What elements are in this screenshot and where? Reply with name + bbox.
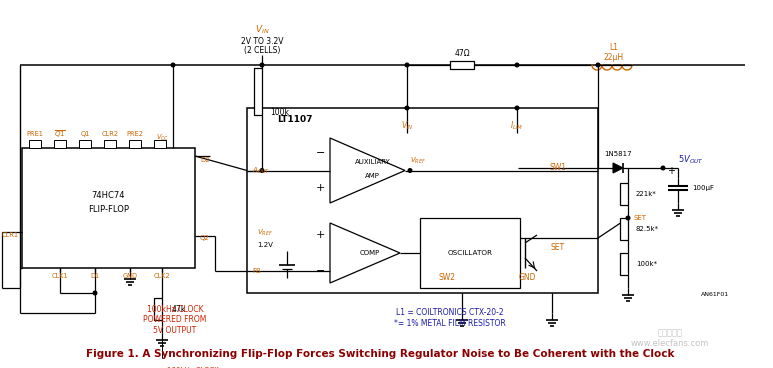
- Text: 74HC74: 74HC74: [92, 191, 125, 199]
- Text: (2 CELLS): (2 CELLS): [243, 46, 280, 56]
- Text: $A_{OUT}$: $A_{OUT}$: [252, 165, 270, 176]
- Bar: [154, 298, 162, 320]
- Text: AN61F01: AN61F01: [701, 293, 729, 297]
- Text: $V_{CC}$: $V_{CC}$: [155, 133, 169, 143]
- Text: CLK2: CLK2: [154, 273, 170, 279]
- Text: SET: SET: [633, 215, 646, 221]
- Text: 1N5817: 1N5817: [604, 151, 632, 157]
- Bar: [29, 140, 41, 148]
- Bar: [620, 218, 628, 240]
- Text: $V_{REF}$: $V_{REF}$: [257, 228, 273, 238]
- Text: Q1: Q1: [80, 131, 90, 137]
- Text: COMP: COMP: [360, 250, 380, 256]
- Text: $V_{REF}$: $V_{REF}$: [410, 155, 426, 166]
- Text: PRE1: PRE1: [26, 131, 43, 137]
- Circle shape: [515, 106, 519, 110]
- Text: D2: D2: [200, 157, 209, 163]
- Text: 100k*: 100k*: [636, 261, 657, 267]
- Circle shape: [171, 63, 175, 67]
- Bar: [420, 218, 520, 288]
- Text: 电子发烧友
www.elecfans.com: 电子发烧友 www.elecfans.com: [631, 328, 709, 348]
- Text: 47k: 47k: [172, 304, 186, 314]
- Text: PRE2: PRE2: [127, 131, 144, 137]
- Text: D1: D1: [90, 273, 100, 279]
- Bar: [247, 108, 598, 293]
- Bar: [620, 253, 628, 275]
- Bar: [254, 68, 262, 116]
- Text: $V_{IN}$: $V_{IN}$: [254, 24, 269, 36]
- Text: OSCILLATOR: OSCILLATOR: [448, 250, 492, 256]
- Text: AMP: AMP: [365, 173, 380, 178]
- Bar: [79, 140, 91, 148]
- Text: $V_{IN}$: $V_{IN}$: [400, 120, 414, 132]
- Text: $\overline{Q1}$: $\overline{Q1}$: [54, 128, 66, 139]
- Text: 47Ω: 47Ω: [455, 49, 470, 57]
- Text: L1 = COILTRONICS CTX-20-2
*= 1% METAL FILM RESISTOR: L1 = COILTRONICS CTX-20-2 *= 1% METAL FI…: [394, 308, 506, 328]
- Text: −: −: [315, 266, 325, 276]
- Circle shape: [405, 63, 409, 67]
- Text: 100kHz CLOCK
POWERED FROM
5V OUTPUT: 100kHz CLOCK POWERED FROM 5V OUTPUT: [143, 305, 206, 335]
- Circle shape: [261, 63, 264, 67]
- Text: 22μH: 22μH: [604, 53, 624, 61]
- Text: $5V_{OUT}$: $5V_{OUT}$: [678, 154, 704, 166]
- Text: GND: GND: [122, 273, 138, 279]
- Text: +: +: [315, 230, 325, 240]
- Bar: [54, 140, 66, 148]
- Circle shape: [261, 169, 264, 172]
- Text: 100k: 100k: [270, 108, 289, 117]
- Text: FB: FB: [252, 268, 261, 274]
- Text: 100kHz CLOCK: 100kHz CLOCK: [167, 367, 219, 368]
- Text: CLK1: CLK1: [52, 273, 68, 279]
- Text: LT1107: LT1107: [277, 116, 312, 124]
- Bar: [104, 140, 116, 148]
- Circle shape: [626, 216, 630, 220]
- Polygon shape: [613, 163, 623, 173]
- Bar: [129, 140, 141, 148]
- Circle shape: [515, 63, 519, 67]
- Bar: [154, 140, 166, 148]
- Text: CLR2: CLR2: [101, 131, 118, 137]
- Circle shape: [405, 106, 409, 110]
- Circle shape: [94, 291, 97, 295]
- Circle shape: [661, 166, 665, 170]
- Text: FLIP-FLOP: FLIP-FLOP: [88, 205, 129, 215]
- Text: +: +: [667, 166, 675, 176]
- Bar: [450, 61, 474, 69]
- Text: CLR1: CLR1: [2, 232, 19, 238]
- Text: 221k*: 221k*: [636, 191, 657, 197]
- Text: SET: SET: [551, 244, 565, 252]
- Text: SW1: SW1: [550, 163, 567, 173]
- Text: Figure 1. A Synchronizing Flip-Flop Forces Switching Regulator Noise to Be Coher: Figure 1. A Synchronizing Flip-Flop Forc…: [86, 349, 674, 359]
- Text: 2V TO 3.2V: 2V TO 3.2V: [240, 36, 283, 46]
- Text: $I_{LIM}$: $I_{LIM}$: [510, 120, 523, 132]
- Text: −: −: [315, 148, 325, 158]
- Bar: [620, 183, 628, 205]
- Text: AUXILIARY: AUXILIARY: [355, 159, 390, 166]
- Circle shape: [596, 63, 600, 67]
- Text: L1: L1: [609, 42, 618, 52]
- Text: 100μF: 100μF: [692, 185, 714, 191]
- Text: GND: GND: [518, 273, 536, 283]
- Text: +: +: [315, 183, 325, 193]
- Text: 1.2V: 1.2V: [257, 242, 273, 248]
- Text: 82.5k*: 82.5k*: [636, 226, 659, 232]
- Bar: [22, 148, 195, 268]
- Circle shape: [408, 169, 412, 172]
- Text: Q2: Q2: [200, 235, 209, 241]
- Text: SW2: SW2: [438, 273, 455, 283]
